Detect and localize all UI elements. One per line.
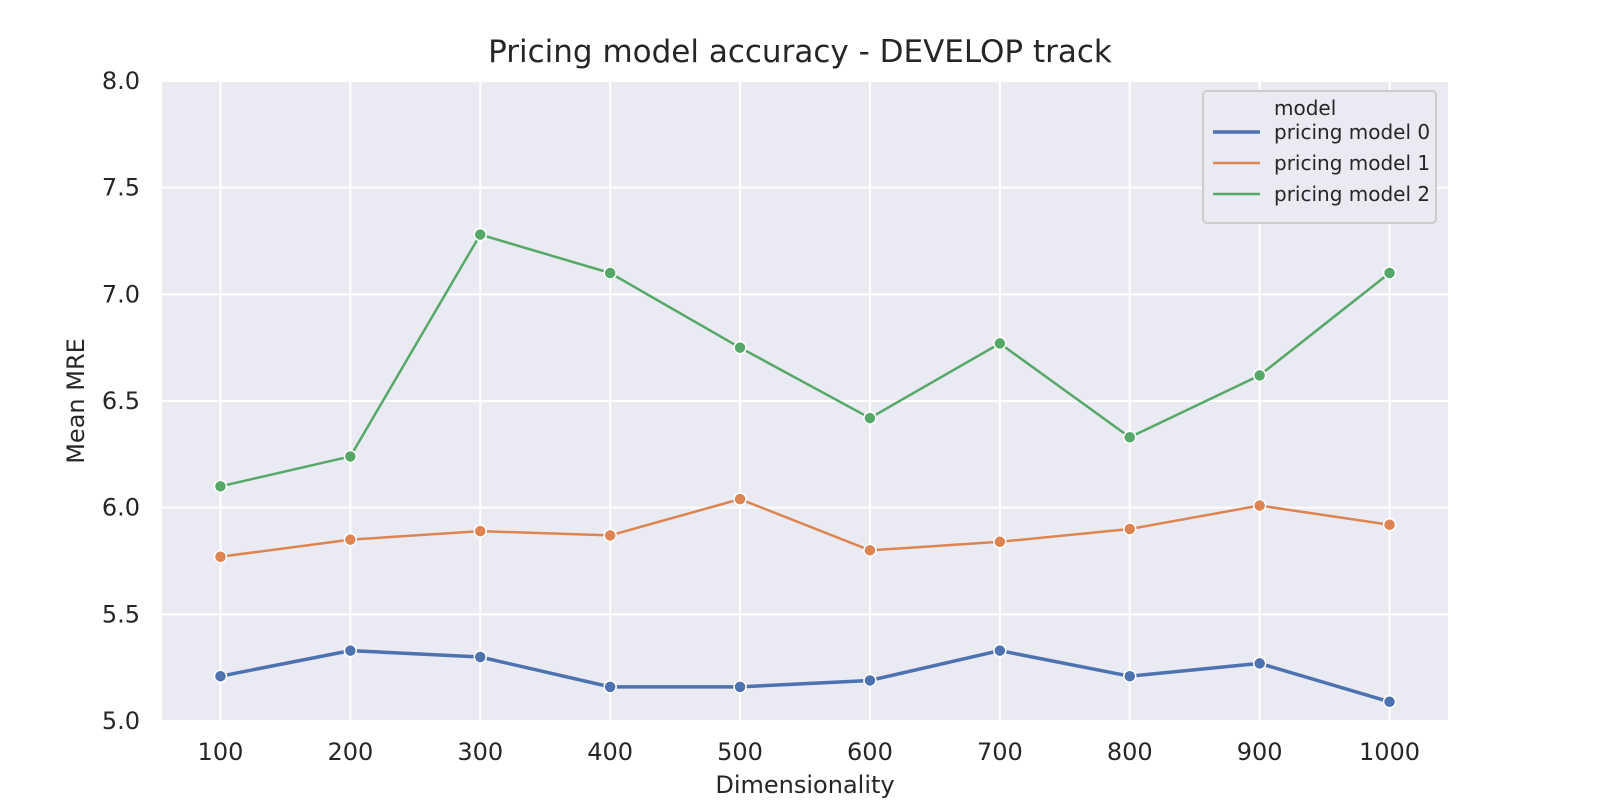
y-tick-label: 6.5 (102, 387, 140, 415)
data-point (343, 643, 358, 658)
data-point (993, 643, 1007, 658)
legend-label: pricing model 0 (1274, 120, 1430, 144)
series-lines (218, 233, 1392, 704)
legend-title: model (1274, 96, 1336, 120)
legend-label: pricing model 2 (1274, 182, 1430, 206)
y-axis-ticks: 5.0 5.5 6.0 6.5 7.0 7.5 8.0 (102, 67, 140, 735)
x-tick-label: 300 (457, 738, 503, 766)
x-tick-label: 600 (847, 738, 893, 766)
data-point (733, 340, 747, 355)
x-tick-label: 100 (198, 738, 244, 766)
data-point (1382, 517, 1397, 532)
y-tick-label: 8.0 (102, 67, 140, 95)
data-point (733, 492, 747, 506)
data-point (1382, 695, 1397, 709)
x-tick-label: 700 (977, 738, 1023, 766)
y-tick-label: 5.5 (102, 600, 140, 628)
data-point (1122, 669, 1137, 683)
data-point (343, 449, 358, 464)
x-tick-label: 400 (587, 738, 633, 766)
data-point (733, 680, 747, 694)
data-point (1122, 430, 1137, 445)
legend-label: pricing model 1 (1274, 151, 1430, 175)
data-point (473, 227, 488, 242)
data-point (993, 336, 1007, 351)
x-tick-label: 500 (717, 738, 763, 766)
x-tick-label: 1000 (1359, 738, 1420, 766)
y-tick-label: 7.0 (102, 280, 140, 308)
series-points (213, 227, 1397, 709)
chart-title: Pricing model accuracy - DEVELOP track (488, 34, 1112, 70)
data-point (213, 549, 228, 564)
data-point (863, 411, 877, 425)
x-tick-label: 900 (1237, 738, 1283, 766)
data-point (213, 479, 228, 494)
data-point (863, 673, 877, 688)
data-point (603, 528, 617, 543)
data-point (1122, 522, 1137, 536)
data-point (993, 535, 1007, 549)
data-point (473, 650, 488, 664)
y-axis-label: Mean MRE (62, 338, 90, 464)
data-point (343, 532, 358, 547)
data-point (603, 680, 617, 694)
series-line-0 (218, 648, 1392, 704)
data-point (473, 524, 488, 538)
series-line-1 (219, 497, 1391, 558)
legend-box (1202, 90, 1437, 224)
y-tick-label: 7.5 (102, 174, 140, 202)
x-tick-label: 800 (1107, 738, 1153, 766)
y-tick-label: 5.0 (102, 707, 140, 735)
data-point (863, 543, 877, 558)
data-point (603, 266, 617, 280)
y-tick-label: 6.0 (102, 494, 140, 522)
data-point (1252, 498, 1267, 513)
x-axis-label: Dimensionality (715, 771, 894, 799)
series-line-2 (219, 233, 1391, 488)
data-point (1252, 656, 1267, 671)
data-point (213, 669, 228, 683)
x-axis-ticks: 100 200 300 400 500 600 700 800 900 1000 (198, 738, 1421, 766)
data-point (1252, 368, 1267, 383)
x-tick-label: 200 (327, 738, 373, 766)
data-point (1382, 266, 1397, 280)
legend-items: pricing model 0 pricing model 1 pricing mo… (1213, 120, 1430, 206)
